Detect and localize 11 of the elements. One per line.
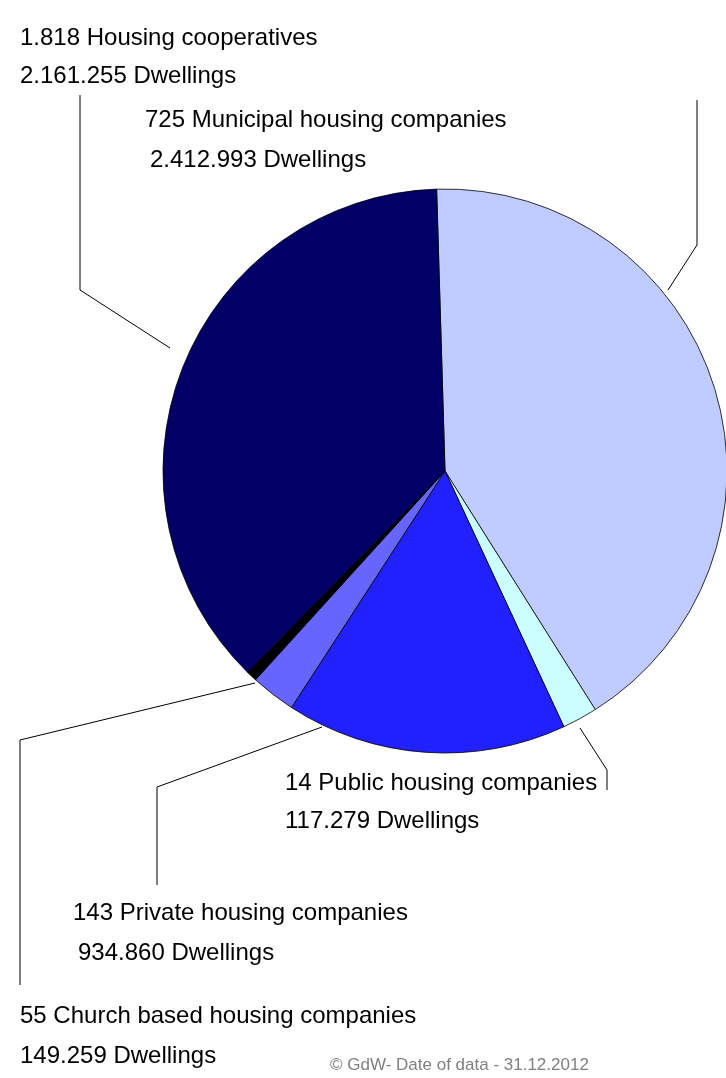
slice-label: 1.818 Housing cooperatives bbox=[20, 23, 318, 50]
data-label: 934.860 Dwellings bbox=[78, 938, 275, 965]
data-label: 117.279 Dwellings bbox=[285, 806, 480, 833]
slice-label: 14 Public housing companies bbox=[285, 768, 598, 795]
slice-label: 55 Church based housing companies bbox=[20, 1001, 417, 1028]
data-label: 2.161.255 Dwellings bbox=[20, 61, 237, 88]
text: © GdW- Date of data - 31.12.2012 bbox=[330, 1055, 589, 1074]
slice-label: 143 Private housing companies bbox=[73, 898, 408, 925]
slice-label: 725 Municipal housing companies bbox=[145, 105, 507, 132]
data-label: 149.259 Dwellings bbox=[20, 1041, 217, 1068]
data-label: 2.412.993 Dwellings bbox=[150, 145, 367, 172]
